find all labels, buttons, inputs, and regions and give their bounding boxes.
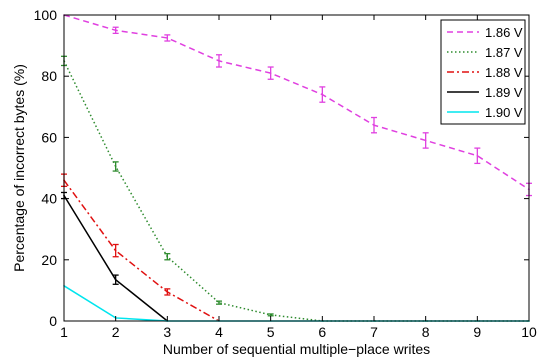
x-tick-label: 8	[422, 324, 430, 340]
y-tick-label: 0	[49, 313, 57, 329]
data-point	[166, 255, 169, 258]
x-tick-label: 9	[473, 324, 481, 340]
legend-box	[440, 19, 526, 125]
series-1-86-V	[63, 14, 532, 197]
data-point	[114, 249, 117, 252]
data-point	[269, 72, 272, 74]
y-tick-label: 60	[41, 129, 57, 145]
data-point	[114, 278, 117, 281]
data-point	[269, 314, 272, 316]
data-point	[321, 93, 324, 96]
y-tick-label: 40	[41, 191, 57, 207]
data-point	[424, 139, 427, 142]
data-point	[166, 37, 169, 39]
y-axis-label: Percentage of incorrect bytes (%)	[11, 64, 27, 272]
data-point	[476, 154, 479, 157]
legend-entry: 1.90 V	[485, 105, 523, 120]
data-point	[373, 124, 375, 126]
data-point	[218, 301, 220, 304]
x-tick-label: 3	[163, 324, 171, 340]
x-axis: 1 2 3 4 5 6 7 8 9 10	[60, 15, 537, 340]
axes-frame	[63, 14, 530, 322]
x-tick-label: 5	[267, 324, 275, 340]
data-point	[218, 60, 220, 62]
y-tick-label: 100	[34, 7, 58, 23]
y-tick-label: 20	[41, 252, 57, 268]
x-tick-label: 10	[521, 324, 537, 340]
series-line	[63, 179, 220, 322]
series-line	[63, 285, 529, 322]
legend-entry: 1.88 V	[485, 65, 523, 80]
x-tick-label: 1	[60, 324, 68, 340]
legend: 1.86 V 1.87 V 1.88 V 1.89 V 1.90 V	[440, 19, 526, 125]
x-tick-label: 6	[318, 324, 326, 340]
x-tick-label: 4	[215, 324, 223, 340]
data-point	[114, 165, 117, 168]
series-1-90-V	[63, 285, 530, 322]
x-tick-label: 7	[370, 324, 378, 340]
legend-entry: 1.89 V	[485, 85, 523, 100]
x-axis-label: Number of sequential multiple−place writ…	[163, 341, 430, 357]
y-axis: 0 20 40 60 80 100	[34, 7, 529, 329]
series-line	[63, 195, 168, 322]
series-line	[63, 14, 530, 191]
data-point	[114, 29, 117, 32]
y-tick-label: 80	[41, 68, 57, 84]
legend-entry: 1.87 V	[485, 45, 523, 60]
x-tick-label: 2	[112, 324, 120, 340]
legend-entry: 1.86 V	[485, 25, 523, 40]
data-point	[166, 291, 169, 293]
